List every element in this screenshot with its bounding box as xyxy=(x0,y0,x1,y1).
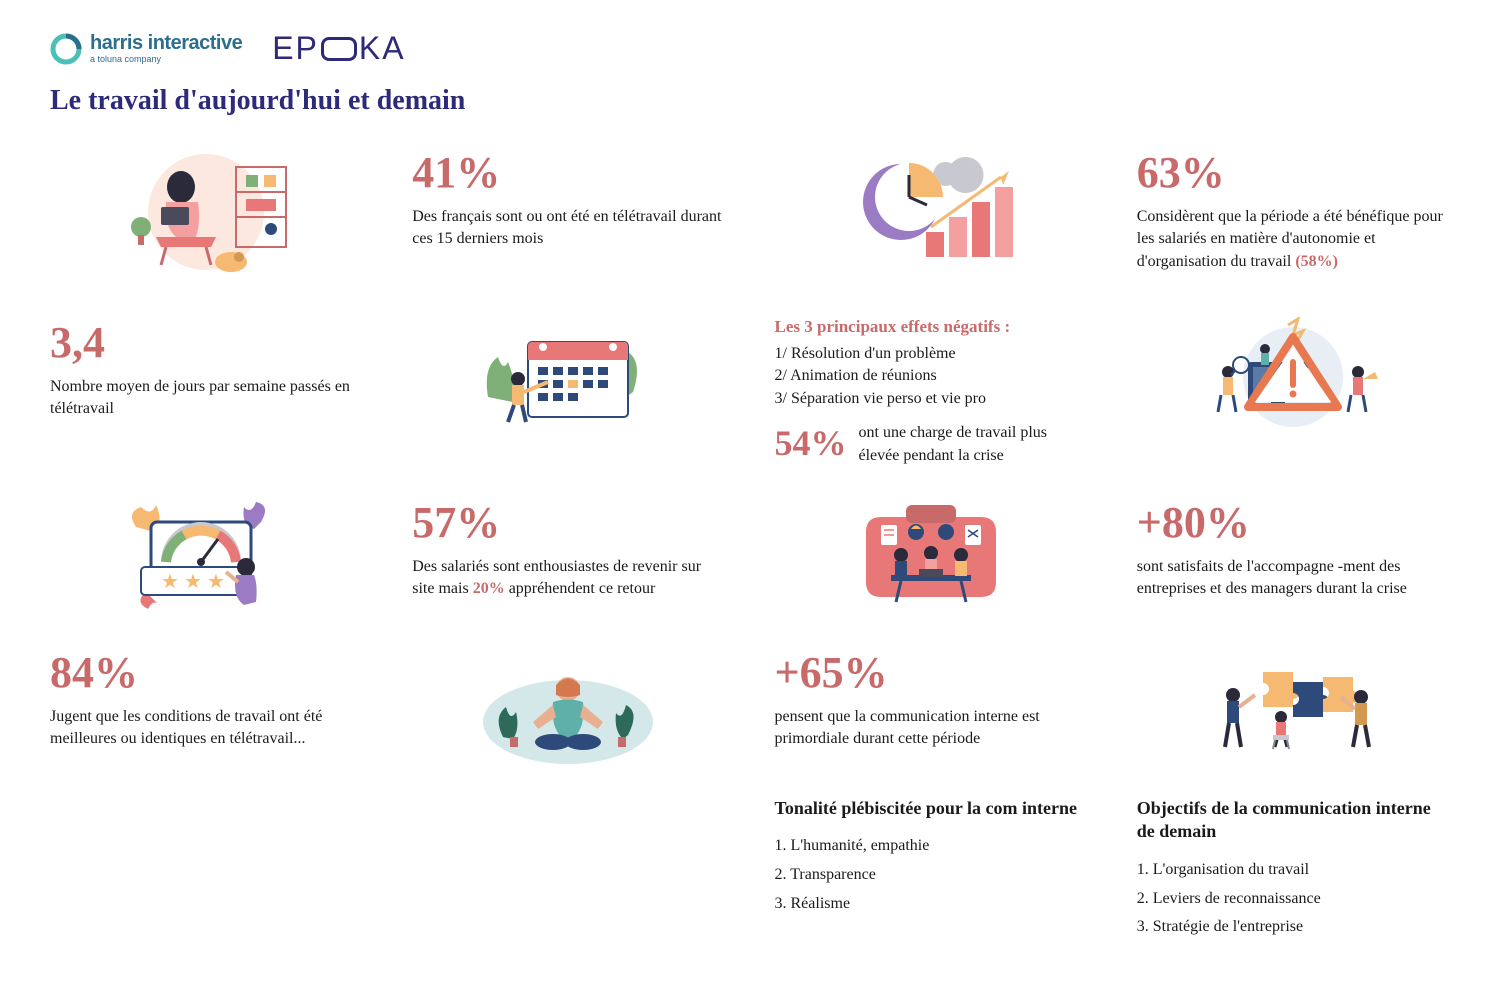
cell-84pct: 84% Jugent que les conditions de travail… xyxy=(50,647,362,767)
cell-65pct: +65% pensent que la communication intern… xyxy=(775,647,1087,767)
header: harris interactive a toluna company EPKA xyxy=(50,30,1449,67)
svg-text:★: ★ xyxy=(184,571,202,593)
cell-3-4: 3,4 Nombre moyen de jours par semaine pa… xyxy=(50,317,362,467)
svg-text:★: ★ xyxy=(207,571,225,593)
objectifs-title: Objectifs de la communication interne de… xyxy=(1137,797,1449,844)
warning-icon xyxy=(1137,317,1449,437)
cell-clock-chart-illus xyxy=(775,147,1087,287)
team-meeting-icon xyxy=(775,497,1087,617)
neg-item-3: 3/ Séparation vie perso et vie pro xyxy=(775,388,1087,410)
desc-54: ont une charge de travail plus élevée pe… xyxy=(859,422,1087,467)
cell-puzzle-illus xyxy=(1137,647,1449,767)
desc-57-hl: 20% xyxy=(473,580,505,597)
clock-chart-icon xyxy=(775,147,1087,287)
stat-65: +65% xyxy=(775,647,1087,698)
stat-63: 63% xyxy=(1137,147,1449,198)
page-title: Le travail d'aujourd'hui et demain xyxy=(50,85,1449,117)
stat-34: 3,4 xyxy=(50,317,362,368)
harris-logo-text: harris interactive xyxy=(90,33,242,53)
gauge-stars-icon: ★ ★ ★ xyxy=(50,497,362,617)
cell-empty-2 xyxy=(412,797,724,942)
cell-empty-1 xyxy=(50,797,362,942)
cell-objectifs: Objectifs de la communication interne de… xyxy=(1137,797,1449,942)
objectifs-item-1: 1. L'organisation du travail xyxy=(1137,856,1449,885)
cell-tonalite: Tonalité plébiscitée pour la com interne… xyxy=(775,797,1087,942)
cell-63pct: 63% Considèrent que la période a été bén… xyxy=(1137,147,1449,287)
desc-34: Nombre moyen de jours par semaine passés… xyxy=(50,376,362,421)
epoka-o-icon xyxy=(321,37,357,61)
desc-57: Des salariés sont enthousiastes de reven… xyxy=(412,556,724,601)
neg-item-2: 2/ Animation de réunions xyxy=(775,365,1087,387)
stat-80: +80% xyxy=(1137,497,1449,548)
desc-57-post: appréhendent ce retour xyxy=(505,580,656,597)
harris-logo-subtext: a toluna company xyxy=(90,55,242,64)
desc-63-pre: Considèrent que la période a été bénéfiq… xyxy=(1137,208,1443,270)
cell-remote-work-illus xyxy=(50,147,362,287)
desc-84: Jugent que les conditions de travail ont… xyxy=(50,706,362,751)
tonalite-item-3: 3. Réalisme xyxy=(775,890,1087,919)
desc-65: pensent que la communication interne est… xyxy=(775,706,1087,751)
objectifs-item-2: 2. Leviers de reconnaissance xyxy=(1137,885,1449,914)
cell-gauge-illus: ★ ★ ★ xyxy=(50,497,362,617)
cell-warning-illus xyxy=(1137,317,1449,467)
desc-41: Des français sont ou ont été en télétrav… xyxy=(412,206,724,251)
stat-41: 41% xyxy=(412,147,724,198)
cell-57pct: 57% Des salariés sont enthousiastes de r… xyxy=(412,497,724,617)
stat-57: 57% xyxy=(412,497,724,548)
harris-logo: harris interactive a toluna company xyxy=(50,33,242,65)
meditation-icon xyxy=(412,647,724,767)
tonalite-title: Tonalité plébiscitée pour la com interne xyxy=(775,797,1087,820)
desc-63-hl: (58%) xyxy=(1295,253,1338,270)
svg-text:★: ★ xyxy=(161,571,179,593)
tonalite-item-2: 2. Transparence xyxy=(775,861,1087,890)
stat-54: 54% xyxy=(775,422,847,464)
neg-item-1: 1/ Résolution d'un problème xyxy=(775,343,1087,365)
remote-work-icon xyxy=(50,147,362,287)
cell-team-meeting-illus xyxy=(775,497,1087,617)
puzzle-team-icon xyxy=(1137,647,1449,767)
epoka-logo: EPKA xyxy=(272,30,405,67)
cell-80pct: +80% sont satisfaits de l'accompagne -me… xyxy=(1137,497,1449,617)
cell-negative-effects: Les 3 principaux effets négatifs : 1/ Ré… xyxy=(775,317,1087,467)
desc-63: Considèrent que la période a été bénéfiq… xyxy=(1137,206,1449,273)
calendar-icon xyxy=(412,317,724,437)
cell-calendar-illus xyxy=(412,317,724,467)
cell-meditation-illus xyxy=(412,647,724,767)
infographic-grid: 41% Des français sont ou ont été en télé… xyxy=(50,147,1449,942)
harris-ring-icon xyxy=(50,33,82,65)
tonalite-item-1: 1. L'humanité, empathie xyxy=(775,832,1087,861)
desc-80: sont satisfaits de l'accompagne -ment de… xyxy=(1137,556,1449,601)
stat-84: 84% xyxy=(50,647,362,698)
neg-subtitle: Les 3 principaux effets négatifs : xyxy=(775,317,1087,337)
objectifs-item-3: 3. Stratégie de l'entreprise xyxy=(1137,913,1449,942)
cell-41pct: 41% Des français sont ou ont été en télé… xyxy=(412,147,724,287)
